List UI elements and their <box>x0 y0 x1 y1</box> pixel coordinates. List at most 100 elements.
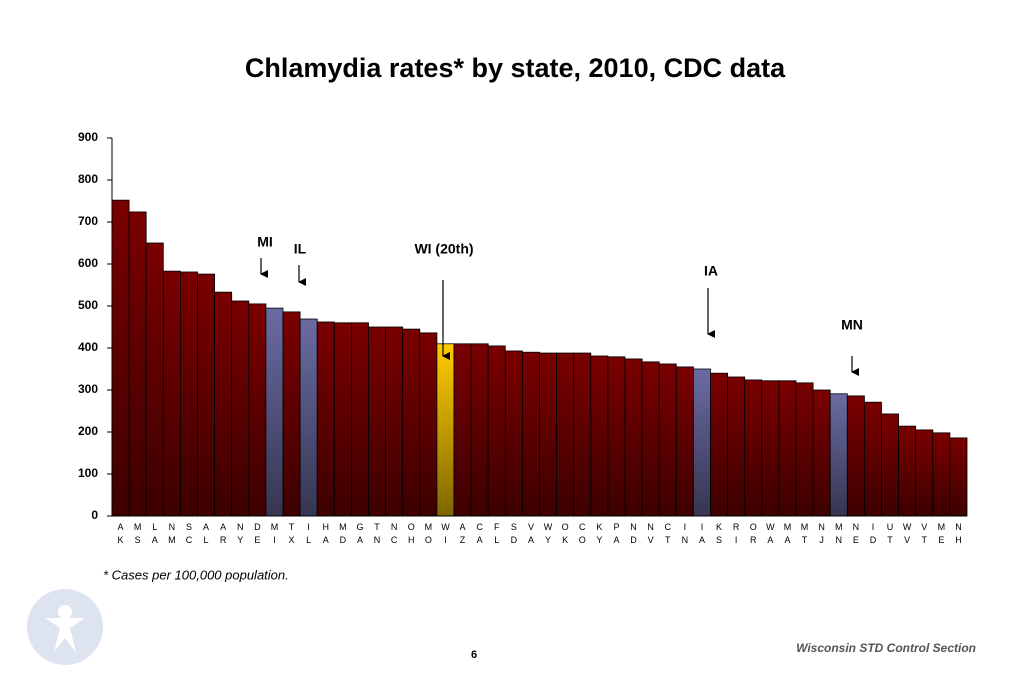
annotation: MI <box>257 234 273 250</box>
bar <box>624 358 643 517</box>
plot: 0 100 200 300 400 500 600 700 800 900 A K M S L A N M S C A L… <box>78 130 968 545</box>
bar <box>846 395 865 517</box>
bar <box>556 352 575 517</box>
bar <box>162 270 181 517</box>
y-tick-label: 700 <box>78 214 98 228</box>
bar <box>385 326 404 517</box>
bar <box>333 322 352 517</box>
y-tick-label: 400 <box>78 340 98 354</box>
y-tick-label: 600 <box>78 256 98 270</box>
y-tick-label: 100 <box>78 466 98 480</box>
bar <box>419 332 438 517</box>
bar <box>402 328 421 517</box>
bar <box>248 303 267 517</box>
footnote: * Cases per 100,000 population. <box>103 567 289 582</box>
bar <box>316 321 335 517</box>
bar <box>641 361 660 517</box>
bar <box>539 352 558 517</box>
bar <box>812 389 831 517</box>
bar <box>864 401 882 517</box>
bar <box>265 307 284 517</box>
bar <box>487 345 506 517</box>
bar <box>179 271 198 517</box>
bar <box>727 376 746 517</box>
bar <box>522 351 540 517</box>
bar <box>795 382 814 517</box>
bar <box>607 356 626 517</box>
bar <box>590 355 609 517</box>
annotation: IA <box>704 263 718 279</box>
chart-title: Chlamydia rates* by state, 2010, CDC dat… <box>245 53 786 83</box>
bar <box>299 318 318 517</box>
bar <box>915 429 934 517</box>
bar <box>829 393 848 517</box>
bar <box>761 380 780 517</box>
bar <box>111 199 130 517</box>
bar <box>231 300 250 517</box>
bar <box>350 322 369 517</box>
footer: Wisconsin STD Control Section <box>796 641 976 655</box>
bar <box>470 343 489 517</box>
y-tick-label: 300 <box>78 382 98 396</box>
bar <box>214 291 233 517</box>
bar <box>145 242 164 517</box>
bar <box>128 211 147 517</box>
bar <box>504 350 523 517</box>
annotation: IL <box>294 241 307 257</box>
bar <box>898 425 917 517</box>
bar <box>658 363 677 517</box>
bar <box>573 352 592 517</box>
y-tick-label: 0 <box>91 508 98 522</box>
y-tick-label: 800 <box>78 172 98 186</box>
bar <box>778 380 797 517</box>
bar <box>693 368 711 517</box>
